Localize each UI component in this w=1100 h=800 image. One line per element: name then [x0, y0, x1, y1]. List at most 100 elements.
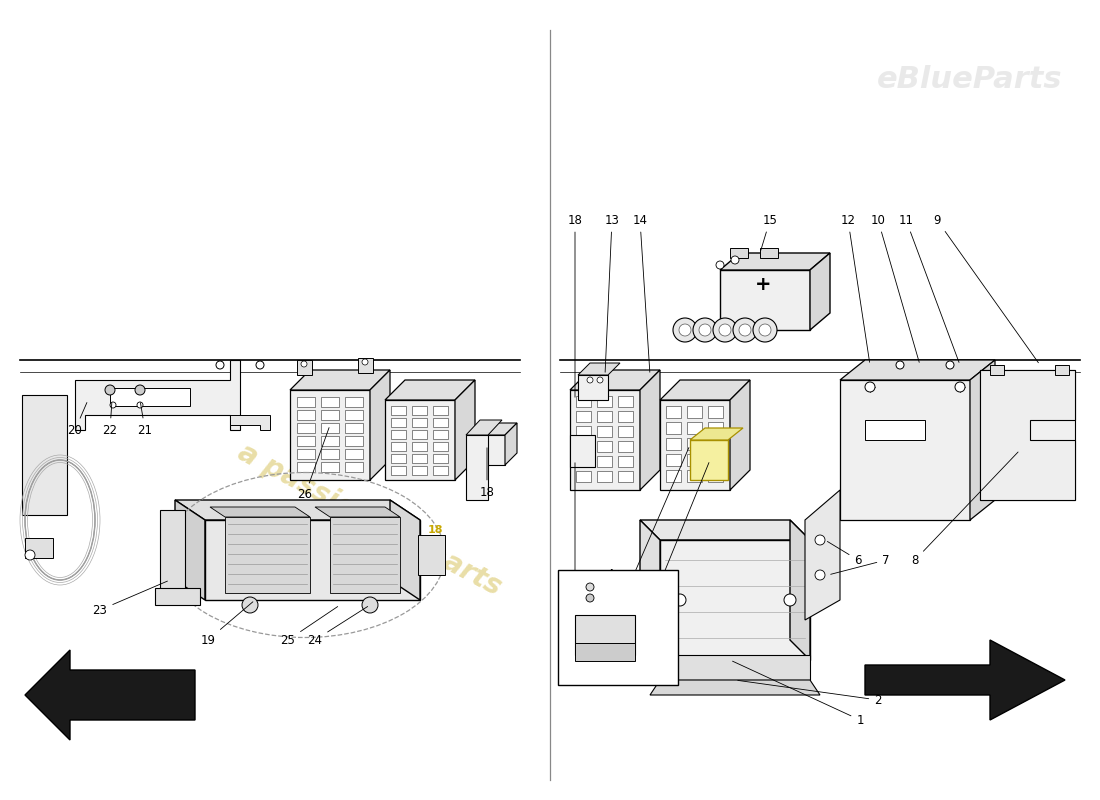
- Bar: [358, 358, 373, 373]
- Circle shape: [673, 318, 697, 342]
- Bar: [688, 470, 702, 482]
- Polygon shape: [980, 370, 1075, 500]
- Bar: [618, 471, 632, 482]
- Text: 19: 19: [200, 602, 253, 646]
- Text: 13: 13: [605, 214, 619, 372]
- Polygon shape: [660, 655, 810, 680]
- Bar: [433, 430, 448, 439]
- Bar: [618, 426, 632, 437]
- Polygon shape: [390, 500, 420, 600]
- Bar: [297, 410, 315, 420]
- Polygon shape: [660, 400, 730, 490]
- Polygon shape: [578, 363, 620, 375]
- Bar: [597, 471, 612, 482]
- Circle shape: [754, 318, 777, 342]
- Bar: [345, 410, 363, 420]
- Polygon shape: [840, 380, 970, 520]
- Circle shape: [362, 359, 369, 365]
- Polygon shape: [660, 380, 750, 400]
- Bar: [666, 406, 681, 418]
- Text: 20: 20: [67, 402, 87, 437]
- Text: 21: 21: [138, 402, 153, 437]
- Bar: [690, 440, 728, 480]
- Bar: [666, 422, 681, 434]
- Bar: [576, 396, 591, 407]
- Polygon shape: [418, 535, 446, 575]
- Bar: [483, 435, 505, 465]
- Polygon shape: [660, 540, 810, 660]
- Bar: [433, 442, 448, 451]
- Polygon shape: [175, 500, 205, 600]
- Bar: [688, 406, 702, 418]
- Bar: [558, 570, 678, 685]
- Text: 11: 11: [899, 214, 959, 362]
- Text: 24: 24: [308, 606, 367, 646]
- Polygon shape: [805, 490, 840, 620]
- Polygon shape: [25, 650, 195, 740]
- Polygon shape: [720, 253, 830, 270]
- Bar: [297, 360, 312, 375]
- Bar: [390, 418, 406, 427]
- Bar: [575, 615, 635, 655]
- Bar: [575, 643, 635, 661]
- Circle shape: [732, 256, 739, 264]
- Circle shape: [104, 385, 116, 395]
- Bar: [666, 438, 681, 450]
- Text: 14: 14: [632, 214, 650, 372]
- Bar: [708, 406, 723, 418]
- Polygon shape: [315, 507, 400, 517]
- Circle shape: [597, 377, 603, 383]
- Bar: [345, 449, 363, 459]
- Bar: [433, 466, 448, 475]
- Circle shape: [759, 324, 771, 336]
- Polygon shape: [505, 423, 517, 465]
- Polygon shape: [385, 380, 475, 400]
- Text: 18: 18: [480, 448, 494, 498]
- Text: a passion for parts: a passion for parts: [233, 438, 507, 602]
- Bar: [576, 471, 591, 482]
- Polygon shape: [483, 423, 517, 435]
- Polygon shape: [650, 680, 820, 695]
- Bar: [321, 436, 339, 446]
- Bar: [412, 442, 427, 451]
- Text: 16: 16: [648, 462, 710, 602]
- Polygon shape: [730, 380, 750, 490]
- Bar: [321, 449, 339, 459]
- Text: 26: 26: [297, 428, 329, 502]
- Bar: [412, 466, 427, 475]
- Bar: [576, 441, 591, 452]
- Circle shape: [587, 377, 593, 383]
- Bar: [1055, 365, 1069, 375]
- Bar: [345, 462, 363, 472]
- Bar: [22, 395, 67, 515]
- Polygon shape: [466, 420, 502, 435]
- Text: 7: 7: [830, 554, 890, 574]
- Bar: [576, 456, 591, 467]
- Bar: [666, 454, 681, 466]
- Polygon shape: [865, 640, 1065, 720]
- Bar: [760, 248, 778, 258]
- Bar: [345, 397, 363, 407]
- Circle shape: [739, 324, 751, 336]
- Bar: [390, 430, 406, 439]
- Circle shape: [679, 324, 691, 336]
- Polygon shape: [790, 520, 810, 660]
- Text: 18: 18: [427, 525, 442, 535]
- Circle shape: [713, 318, 737, 342]
- Bar: [576, 426, 591, 437]
- Polygon shape: [210, 507, 310, 517]
- Polygon shape: [75, 360, 240, 430]
- Polygon shape: [220, 415, 270, 430]
- Circle shape: [242, 597, 258, 613]
- Circle shape: [693, 318, 717, 342]
- Bar: [297, 436, 315, 446]
- Bar: [25, 538, 53, 558]
- Bar: [730, 248, 748, 258]
- Circle shape: [946, 361, 954, 369]
- Circle shape: [110, 402, 115, 408]
- Circle shape: [138, 402, 143, 408]
- Bar: [321, 423, 339, 433]
- Bar: [708, 470, 723, 482]
- Circle shape: [955, 382, 965, 392]
- Bar: [708, 422, 723, 434]
